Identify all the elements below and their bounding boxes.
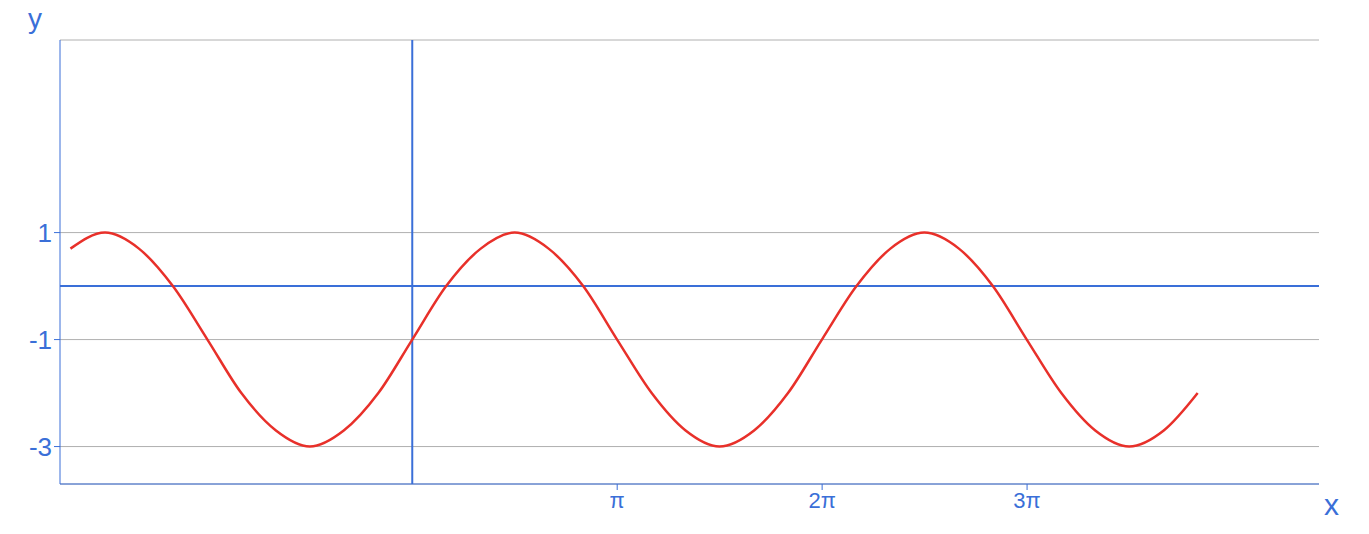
svg-text:-3: -3 <box>29 432 52 462</box>
svg-text:3π: 3π <box>1013 488 1040 513</box>
svg-text:2π: 2π <box>808 488 835 513</box>
svg-text:1: 1 <box>38 218 52 248</box>
svg-text:π: π <box>610 488 625 513</box>
svg-text:-1: -1 <box>29 325 52 355</box>
svg-text:y: y <box>28 3 42 34</box>
svg-text:x: x <box>1324 488 1339 521</box>
